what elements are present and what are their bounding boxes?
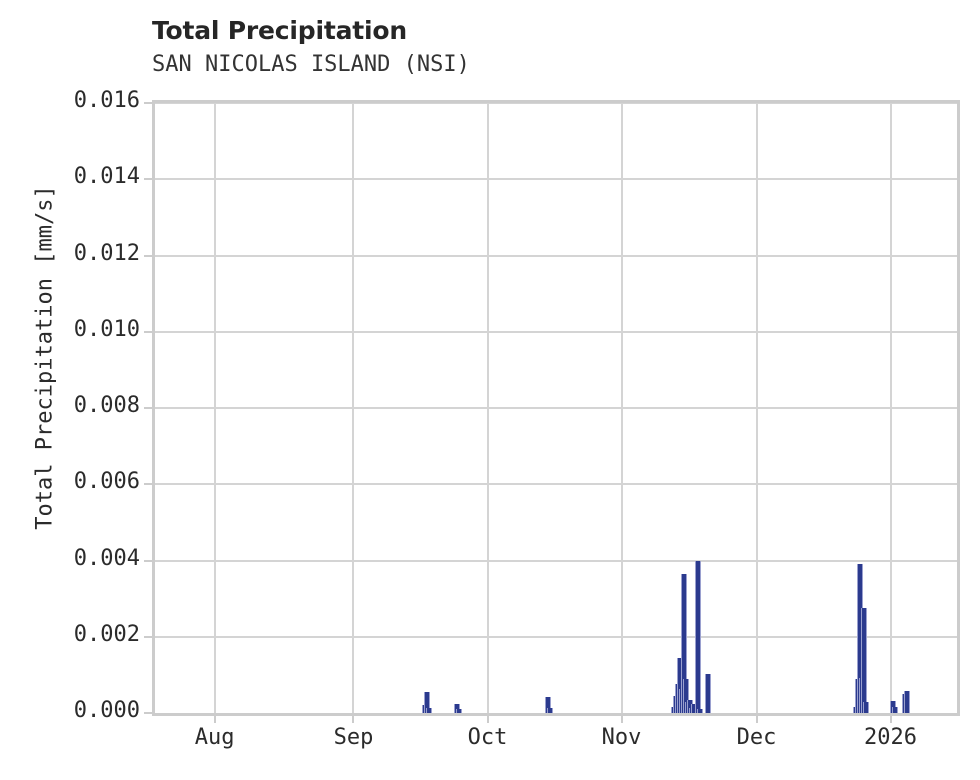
gridline-horizontal (155, 103, 957, 104)
gridline-horizontal (155, 483, 957, 486)
bar (862, 701, 869, 713)
y-axis-tick-mark (144, 102, 152, 104)
x-axis-tick-mark (620, 716, 623, 723)
x-axis-tick-label: Aug (194, 725, 235, 750)
y-axis-tick-label: 0.004 (73, 545, 140, 571)
x-axis-tick-label: Sep (333, 725, 374, 750)
gridline-vertical (213, 103, 216, 713)
bar (455, 708, 462, 713)
gridline-vertical (352, 103, 355, 713)
bar (694, 560, 701, 713)
bar (681, 573, 688, 713)
x-axis-tick-mark (755, 716, 758, 723)
bar (453, 703, 460, 713)
y-axis-tick-mark (144, 559, 152, 562)
plot-gridlines (155, 103, 957, 713)
y-axis-tick-mark (144, 407, 152, 409)
plot-area (152, 100, 960, 716)
x-axis-tick-mark (352, 716, 355, 723)
x-axis-tick-label: Oct (467, 725, 508, 750)
gridline-horizontal (155, 254, 957, 257)
y-axis-tick-label: 0.016 (73, 88, 140, 113)
bar (425, 707, 432, 713)
gridline-vertical (755, 103, 758, 713)
gridline-vertical (889, 103, 892, 713)
gridline-horizontal (155, 635, 957, 638)
y-axis-tick-label: 0.008 (73, 393, 140, 418)
y-axis-tick-label: 0.010 (73, 316, 140, 342)
y-axis-tick-mark (144, 330, 152, 333)
x-axis-tick-labels: Aug Sep Oct Nov Dec 2026 (152, 725, 960, 765)
gridline-horizontal (155, 178, 957, 181)
x-axis-tick-label: Dec (736, 725, 777, 750)
y-axis-tick-label: 0.012 (73, 240, 140, 266)
x-axis-tick-mark (889, 716, 892, 723)
y-axis-tick-mark (144, 483, 152, 486)
bar (704, 674, 711, 713)
bar (683, 678, 689, 713)
bar (696, 708, 703, 713)
chart-subtitle: SAN NICOLAS ISLAND (NSI) (152, 52, 470, 77)
gridline-horizontal (155, 407, 957, 409)
y-axis-tick-mark (144, 254, 152, 257)
y-axis-tick-mark (144, 712, 152, 714)
gridline-vertical (486, 103, 489, 713)
x-axis-tick-mark (213, 716, 216, 723)
gridline-horizontal (155, 559, 957, 562)
bar (860, 608, 867, 713)
bar (892, 706, 899, 713)
y-axis-tick-label: 0.002 (73, 621, 140, 647)
x-axis-tick-label: Nov (601, 725, 642, 750)
y-axis-tick-marks (0, 100, 152, 716)
bar (547, 708, 554, 713)
x-axis-tick-mark (486, 716, 489, 723)
bar-series (155, 103, 957, 713)
gridline-vertical (620, 103, 623, 713)
y-axis-tick-labels: 0.000 0.002 0.004 0.006 0.008 0.010 0.012 0.014… (0, 88, 140, 723)
x-axis-tick-label: 2026 (864, 725, 917, 750)
bar (904, 691, 911, 713)
y-axis-tick-mark (144, 178, 152, 181)
chart-title: Total Precipitation (152, 16, 407, 45)
y-axis-tick-mark (144, 635, 152, 638)
gridline-horizontal (155, 330, 957, 333)
bar (423, 692, 430, 713)
y-axis-tick-label: 0.014 (73, 164, 140, 190)
y-axis-tick-label: 0.006 (73, 469, 140, 495)
y-axis-tick-label: 0.000 (73, 698, 140, 723)
bar (545, 697, 552, 713)
